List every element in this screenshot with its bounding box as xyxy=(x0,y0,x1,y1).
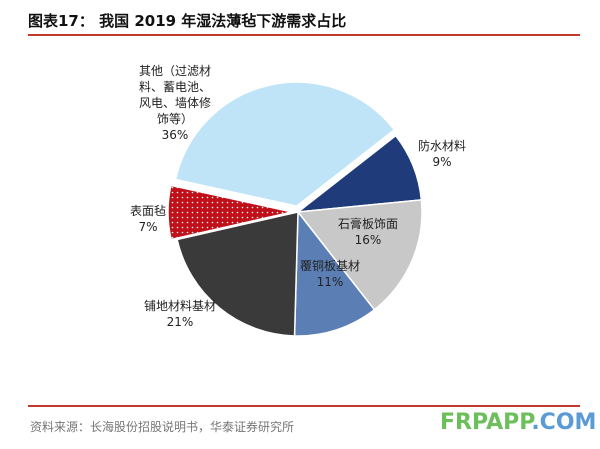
watermark-part1: FRPAPP xyxy=(440,410,532,435)
slice-label: 其他（过滤材料、蓄电池、风电、墙体修饰等） 36% xyxy=(139,64,211,142)
footer-rule xyxy=(28,405,580,407)
slice-label: 防水材料 9% xyxy=(418,138,466,169)
slice-label: 覆铜板基材 11% xyxy=(300,258,360,289)
watermark-part2: .COM xyxy=(531,410,597,435)
pie-slice xyxy=(176,211,299,337)
source-note: 资料来源：长海股份招股说明书，华泰证券研究所 xyxy=(30,420,295,434)
slice-label: 石膏板饰面 16% xyxy=(338,216,398,247)
pie-slice xyxy=(174,81,396,207)
title-rule xyxy=(28,34,580,36)
figure-title: 图表17： 我国 2019 年湿法薄毡下游需求占比 xyxy=(28,12,347,30)
slice-label: 铺地材料基材 21% xyxy=(144,299,216,329)
watermark: FRPAPP.COM xyxy=(440,410,596,435)
slice-label: 表面毡 7% xyxy=(130,204,166,234)
pie-slice xyxy=(296,199,423,311)
pie-slice xyxy=(167,184,293,241)
pie-slice xyxy=(293,209,376,337)
